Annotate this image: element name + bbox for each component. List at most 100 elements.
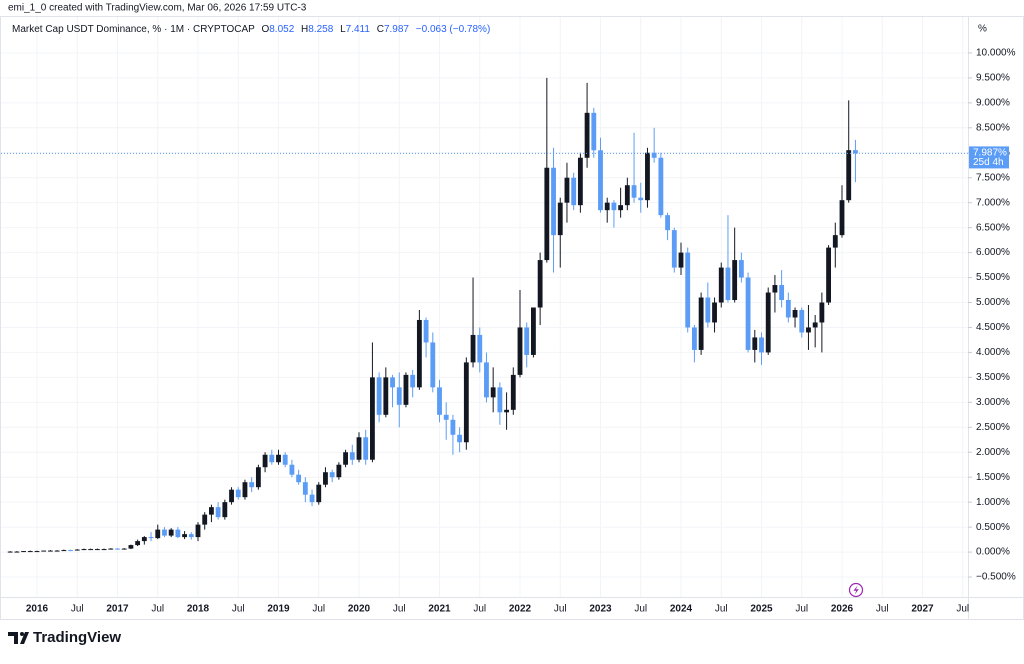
- candle-body: [195, 524, 201, 538]
- last-price-box: [969, 146, 1009, 169]
- candle-body: [457, 434, 463, 443]
- y-tick-label: 7.000%: [976, 197, 1010, 208]
- open-value: 8.052: [269, 24, 294, 35]
- candle-body: [839, 200, 845, 236]
- x-tick-label: Jul: [795, 604, 808, 615]
- candle-body: [645, 152, 650, 201]
- brand-logo-dot: [20, 632, 24, 636]
- candle-body: [772, 285, 778, 293]
- candle-body: [249, 482, 255, 488]
- candle-body: [21, 551, 26, 553]
- candle-body: [638, 197, 644, 201]
- candle-body: [376, 377, 382, 415]
- candle-body: [343, 452, 348, 465]
- x-tick-label: Jul: [71, 604, 84, 615]
- candle-body: [698, 297, 704, 350]
- candle-body: [692, 327, 697, 350]
- candle-body: [121, 548, 127, 550]
- x-tick-label: 2022: [509, 604, 532, 615]
- candle-body: [68, 550, 73, 552]
- candle-body: [510, 374, 516, 410]
- candle-body: [276, 454, 281, 463]
- candle-body: [390, 377, 395, 388]
- candle-body: [799, 309, 805, 333]
- candle-body: [745, 277, 751, 350]
- candle-body: [517, 327, 523, 375]
- brand-name: TradingView: [33, 629, 121, 646]
- candle-body: [74, 549, 80, 551]
- close-label: C: [377, 24, 384, 35]
- x-tick-label: 2026: [831, 604, 854, 615]
- x-tick-label: 2023: [589, 604, 612, 615]
- candle-body: [819, 302, 825, 323]
- candle-body: [531, 307, 536, 355]
- y-tick-label: 5.500%: [976, 272, 1010, 283]
- candle-body: [54, 550, 60, 552]
- credit: emi_1_0 created with TradingView.com, Ma…: [8, 3, 307, 14]
- candle-body: [712, 302, 717, 323]
- y-tick-label: 4.000%: [976, 347, 1010, 358]
- candle-body: [94, 549, 100, 551]
- candle-body: [477, 334, 483, 363]
- candle-body: [832, 235, 838, 248]
- legend: Market Cap USDT Dominance, % · 1M · CRYP…: [12, 24, 490, 35]
- candle-body: [215, 507, 221, 518]
- y-tick-label: 1.000%: [976, 497, 1010, 508]
- candle-body: [571, 177, 577, 206]
- x-tick-label: Jul: [232, 604, 245, 615]
- candle-body: [759, 337, 764, 353]
- candle-body: [611, 202, 617, 211]
- candle-body: [738, 260, 744, 278]
- candle-body: [524, 327, 530, 355]
- countdown-label: 25d 4h: [973, 157, 1004, 168]
- candle-body: [624, 185, 630, 206]
- candle-body: [229, 489, 234, 503]
- y-tick-label: 9.000%: [976, 97, 1010, 108]
- candle-body: [564, 177, 570, 203]
- x-tick-label: Jul: [473, 604, 486, 615]
- candle-body: [484, 362, 489, 398]
- candle-body: [242, 482, 248, 498]
- last-price-label: 7.987%: [973, 148, 1007, 159]
- low-label: L: [340, 24, 346, 35]
- candle-body: [282, 454, 288, 465]
- candle-body: [779, 285, 785, 301]
- candle-body: [504, 409, 509, 413]
- candle-body: [356, 437, 362, 460]
- candle-body: [141, 537, 147, 542]
- candle-body: [490, 387, 496, 398]
- candle-body: [403, 374, 409, 405]
- x-tick-label: Jul: [151, 604, 164, 615]
- candle-body: [416, 319, 422, 388]
- y-tick-label: 0.000%: [976, 547, 1010, 558]
- event-icon[interactable]: [848, 582, 864, 598]
- candle-body: [678, 252, 684, 268]
- candle-body: [450, 419, 456, 435]
- candle-body: [470, 334, 476, 363]
- candle-body: [41, 550, 47, 552]
- y-tick-label: 2.000%: [976, 447, 1010, 458]
- candle-body: [34, 551, 40, 553]
- candle-body: [430, 342, 436, 388]
- unit-label: %: [978, 24, 987, 35]
- brand: TradingView: [8, 629, 121, 646]
- candle-body: [7, 551, 13, 553]
- candle-body: [497, 387, 503, 413]
- candle-body: [631, 185, 637, 198]
- candle-body: [182, 534, 187, 538]
- y-tick-label: 8.500%: [976, 122, 1010, 133]
- x-tick-label: Jul: [956, 604, 969, 615]
- candle-body: [101, 549, 107, 551]
- candle-body: [765, 292, 771, 353]
- candle-body: [658, 157, 664, 216]
- candle-body: [806, 327, 811, 333]
- candle-body: [48, 550, 53, 552]
- candle-body: [135, 541, 141, 546]
- candle-body: [370, 377, 375, 460]
- candle-body: [302, 482, 308, 495]
- x-tick-label: 2021: [428, 604, 451, 615]
- candle-body: [732, 260, 738, 301]
- candle-body: [591, 112, 597, 151]
- event-bolt: [853, 585, 859, 595]
- candle-body: [584, 112, 590, 158]
